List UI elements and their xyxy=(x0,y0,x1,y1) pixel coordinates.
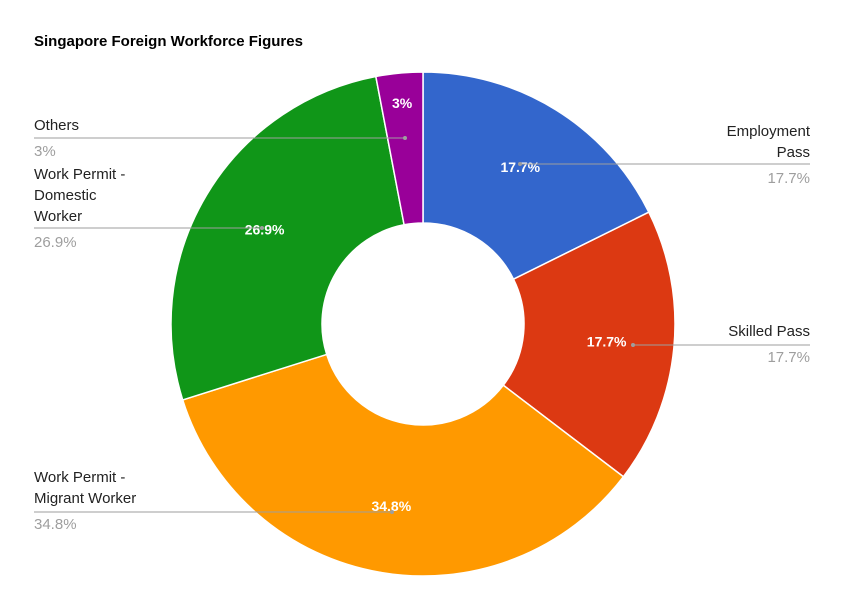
leader-dot xyxy=(631,343,635,347)
callout-name-line: Work Permit - xyxy=(34,166,125,183)
callout-name-line: Others xyxy=(34,117,79,134)
slice-label-work-permit-migrant-worker: 34.8% xyxy=(371,498,411,514)
leader-dot xyxy=(518,162,522,166)
callout-others: Others 3% xyxy=(34,117,407,160)
callout-skilled-pass: Skilled Pass 17.7% xyxy=(631,323,810,366)
slice-work-permit-migrant-worker[interactable] xyxy=(181,353,625,577)
callout-work-permit-domestic-worker: Work Permit - Domestic Worker 26.9% xyxy=(34,166,264,251)
slice-label-work-permit-domestic-worker: 26.9% xyxy=(245,221,285,237)
callout-name-line: Worker xyxy=(34,208,82,225)
callout-value: 17.7% xyxy=(767,170,810,187)
slice-label-employment-pass: 17.7% xyxy=(500,159,540,175)
callouts-layer: Employment Pass 17.7% Skilled Pass 17.7% Work… xyxy=(34,117,811,533)
slice-work-permit-domestic-worker[interactable] xyxy=(170,75,405,401)
callout-value: 34.8% xyxy=(34,516,77,533)
callout-value: 26.9% xyxy=(34,234,77,251)
leader-dot xyxy=(390,510,394,514)
callout-name-line: Migrant Worker xyxy=(34,490,136,507)
leader-dot xyxy=(403,136,407,140)
slice-label-skilled-pass: 17.7% xyxy=(587,334,627,350)
callout-work-permit-migrant-worker: Work Permit - Migrant Worker 34.8% xyxy=(34,469,394,533)
slice-label-others: 3% xyxy=(392,95,413,111)
slice-others[interactable] xyxy=(374,71,424,226)
callout-value: 3% xyxy=(34,143,56,160)
callout-name-line: Employment xyxy=(727,123,811,140)
callout-name-line: Work Permit - xyxy=(34,469,125,486)
slice-employment-pass[interactable] xyxy=(422,71,650,281)
callout-name-line: Pass xyxy=(777,144,810,161)
slices-layer xyxy=(170,71,676,577)
slice-labels-layer: 17.7% 17.7% 34.8% 26.9% 3% xyxy=(245,95,627,514)
callout-name-line: Domestic xyxy=(34,187,97,204)
chart-title: Singapore Foreign Workforce Figures xyxy=(34,33,303,50)
callout-name-line: Skilled Pass xyxy=(728,323,810,340)
callout-value: 17.7% xyxy=(767,349,810,366)
slice-skilled-pass[interactable] xyxy=(502,211,676,478)
leader-dot xyxy=(260,226,264,230)
callout-employment-pass: Employment Pass 17.7% xyxy=(518,123,811,187)
